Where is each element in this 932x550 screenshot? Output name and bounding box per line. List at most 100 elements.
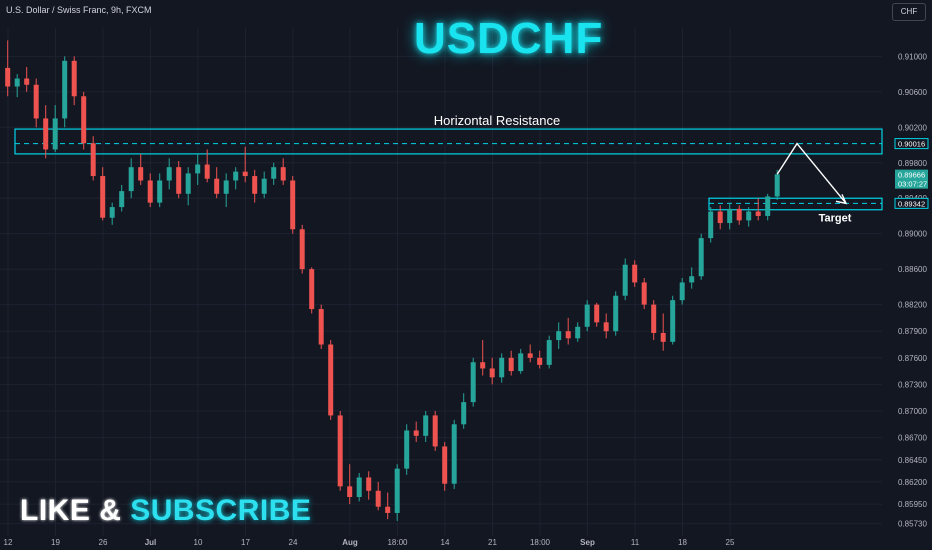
target-zone-box (708, 197, 883, 211)
candle-body (404, 430, 410, 469)
candle-body (746, 211, 752, 221)
candle-body (470, 362, 476, 403)
candle-body (138, 167, 144, 181)
y-tick-label: 0.87000 (898, 407, 927, 416)
candle-body (62, 60, 68, 119)
candle (603, 313, 609, 339)
candle (166, 158, 172, 190)
candle (328, 340, 334, 420)
y-tick-label: 0.87900 (898, 327, 927, 336)
candle (5, 40, 11, 97)
candle (451, 419, 457, 490)
candle-body (727, 208, 733, 224)
candle (394, 464, 400, 521)
candle (689, 267, 695, 289)
candle-body (52, 118, 58, 150)
candle (90, 136, 96, 181)
x-tick-label: 18:00 (530, 538, 551, 547)
candle (527, 344, 533, 363)
candle-body (33, 84, 39, 119)
x-tick-label: 18 (678, 538, 687, 547)
candle-body (660, 332, 666, 342)
candle (755, 198, 761, 221)
like-subscribe-banner: LIKE & SUBSCRIBE (20, 494, 311, 528)
candle-body (442, 446, 448, 484)
candle-body (223, 180, 229, 194)
price-axis[interactable]: 0.910000.906000.902000.898000.894000.890… (894, 52, 929, 529)
candle-body (318, 309, 324, 345)
candle (233, 167, 239, 190)
candle-body (195, 164, 201, 174)
candle (337, 410, 343, 491)
last-price-badge-text: 0.89666 (898, 171, 925, 180)
x-tick-label: 26 (99, 538, 108, 547)
candle-body (309, 269, 315, 310)
candle-body (527, 353, 533, 358)
candle-body (556, 331, 562, 341)
currency-button[interactable]: CHF (892, 3, 926, 21)
candle (489, 357, 495, 385)
candle (679, 278, 685, 305)
candle (641, 278, 647, 310)
candle (442, 442, 448, 491)
candle (708, 207, 714, 243)
candle (100, 167, 106, 221)
candle-body (328, 344, 334, 416)
candle-body (290, 180, 296, 230)
candle-body (347, 486, 353, 497)
candle (109, 202, 115, 225)
candle-body (603, 322, 609, 332)
candle (14, 74, 20, 98)
candle-body (765, 196, 771, 216)
candle (81, 91, 87, 150)
y-tick-label: 0.88200 (898, 301, 927, 310)
time-axis[interactable]: 12 19 26 Jul 10 17 24 Aug 18:00 14 21 18:00 Sep 11 18 2… (4, 538, 735, 547)
x-tick-label: 17 (241, 538, 250, 547)
candle (717, 205, 723, 230)
candle-body (480, 362, 486, 369)
x-tick-label: 10 (194, 538, 203, 547)
candle-body (651, 304, 657, 333)
candle-body (774, 174, 780, 197)
candle-body (100, 176, 106, 218)
cta-ampersand: & (99, 494, 122, 527)
candle (375, 481, 381, 511)
resistance-zone-box (14, 128, 883, 155)
candle (632, 260, 638, 287)
candlestick-series (5, 40, 780, 521)
candle-body (575, 326, 581, 339)
candle (366, 471, 372, 500)
candle (62, 56, 68, 128)
symbol-description[interactable]: U.S. Dollar / Swiss Franc, 9h, FXCM (6, 5, 152, 15)
x-tick-label: 24 (289, 538, 298, 547)
candle (499, 353, 505, 383)
candle (470, 357, 476, 407)
candle (698, 233, 704, 280)
candle-body (71, 60, 77, 97)
candle (299, 224, 305, 274)
x-tick-label: 19 (51, 538, 60, 547)
x-tick-label: 18:00 (387, 538, 408, 547)
candle (651, 300, 657, 341)
candle-body (185, 173, 191, 194)
candle-body (489, 368, 495, 378)
candle-body (584, 304, 590, 327)
candle (432, 410, 438, 451)
candle-body (90, 143, 96, 177)
candle (423, 410, 429, 443)
candle (223, 173, 229, 208)
y-tick-label: 0.90600 (898, 88, 927, 97)
candle-body (24, 78, 30, 85)
candle-body (518, 353, 524, 372)
candle-body (14, 78, 20, 87)
x-tick-label: 11 (631, 538, 640, 547)
candle-body (394, 468, 400, 513)
candle-body (736, 208, 742, 221)
candle-body (385, 506, 391, 513)
candle-body (166, 167, 172, 181)
candle-body (698, 238, 704, 277)
candle (52, 105, 58, 153)
candle-body (375, 490, 381, 507)
